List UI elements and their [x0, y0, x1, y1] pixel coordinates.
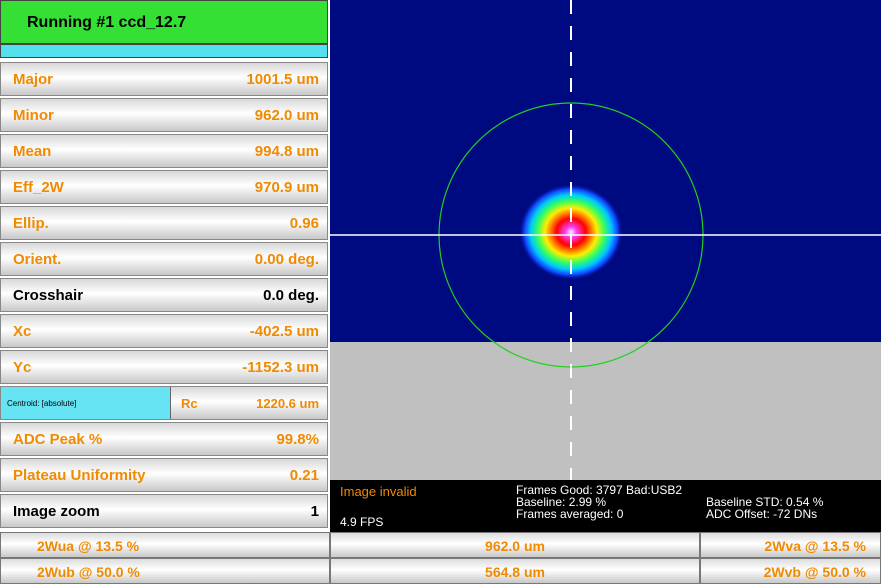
measurement-label: Eff_2W: [13, 179, 64, 196]
measurement-row: Xc -402.5 um: [0, 314, 328, 348]
measurement-value: 0.00 deg.: [254, 251, 319, 268]
measurement-row: Plateau Uniformity 0.21: [0, 458, 328, 492]
title: Running #1 ccd_12.7: [27, 14, 187, 31]
measurement-row: Image zoom 1: [0, 494, 328, 528]
beam-image: [330, 0, 881, 480]
measurement-row: Minor 962.0 um: [0, 98, 328, 132]
measurement-label: Crosshair: [13, 287, 84, 304]
measurement-value: 0.21: [289, 467, 319, 484]
measurement-label: Yc: [13, 359, 32, 376]
measurement-row: Yc -1152.3 um: [0, 350, 328, 384]
status-averaged: Frames averaged: 0: [516, 507, 624, 521]
beam-spot: [519, 184, 623, 280]
measurement-row: Orient. 0.00 deg.: [0, 242, 328, 276]
measurement-value: 1: [310, 503, 319, 520]
measurement-row: Crosshair 0.0 deg.: [0, 278, 328, 312]
table-cell: 2Wua @ 13.5 %: [0, 532, 330, 558]
measurement-label: ADC Peak %: [13, 431, 103, 448]
measurement-label: Mean: [13, 143, 52, 160]
measurement-value: 0.96: [289, 215, 319, 232]
table-cell: 2Wub @ 50.0 %: [0, 558, 330, 584]
image-empty: [330, 342, 881, 480]
measurement-label: Minor: [13, 107, 54, 124]
measurement-value: 0.0 deg.: [263, 287, 319, 304]
measurement-label: Ellip.: [13, 215, 49, 232]
measurement-label: Plateau Uniformity: [13, 467, 146, 484]
measurement-row: Major 1001.5 um: [0, 62, 328, 96]
centroid-value: 1220.6 um: [256, 396, 319, 411]
status-baseline: Baseline: 2.99 %: [516, 495, 607, 509]
status-adc-offset: ADC Offset: -72 DNs: [706, 507, 818, 521]
centroid-label: Rc: [181, 396, 198, 411]
table-cell: 2Wva @ 13.5 %: [700, 532, 881, 558]
image-area: [330, 0, 881, 342]
measurement-value: -402.5 um: [249, 323, 319, 340]
measurement-value: -1152.3 um: [242, 359, 319, 376]
measurement-value: 99.8%: [276, 431, 319, 448]
measurement-value: 1001.5 um: [246, 71, 319, 88]
table-cell: 2Wvb @ 50.0 %: [700, 558, 881, 584]
measurement-value: 994.8 um: [254, 143, 319, 160]
measurement-value: 962.0 um: [254, 107, 319, 124]
centroid-row: Centroid: [absolute] Rc 1220.6 um: [0, 386, 328, 420]
centroid-mode: Centroid: [absolute]: [1, 387, 171, 419]
status-bar: Image invalid 4.9 FPS Frames Good: 3797 …: [330, 480, 881, 532]
measurement-label: Xc: [13, 323, 32, 340]
table-cell: 564.8 um: [330, 558, 700, 584]
status-baseline-std: Baseline STD: 0.54 %: [706, 495, 824, 509]
measurement-label: Image zoom: [13, 503, 100, 520]
title-bar: Running #1 ccd_12.7: [0, 0, 328, 44]
measurement-row: Mean 994.8 um: [0, 134, 328, 168]
measurement-row: Eff_2W 970.9 um: [0, 170, 328, 204]
status-frames: Frames Good: 3797 Bad:USB2: [516, 483, 683, 497]
measurement-row: Ellip. 0.96: [0, 206, 328, 240]
status-state: Image invalid: [340, 484, 417, 499]
measurement-label: Major: [13, 71, 54, 88]
table-cell: 962.0 um: [330, 532, 700, 558]
measurement-row: ADC Peak % 99.8%: [0, 422, 328, 456]
measurement-label: Orient.: [13, 251, 62, 268]
status-fps: 4.9 FPS: [340, 515, 384, 529]
strip: [0, 44, 328, 58]
measurement-value: 970.9 um: [254, 179, 319, 196]
